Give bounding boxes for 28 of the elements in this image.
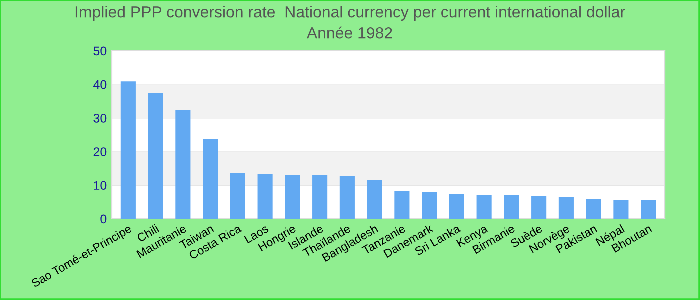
bar	[476, 195, 492, 219]
bar	[641, 200, 656, 219]
bar	[532, 196, 547, 219]
bar	[504, 195, 520, 219]
bar	[176, 110, 191, 219]
bar	[367, 180, 382, 219]
y-tick-label: 50	[94, 46, 107, 56]
y-tick-label: 10	[94, 181, 107, 190]
y-tick-label: 0	[100, 214, 107, 224]
bar	[422, 192, 438, 219]
bar	[203, 139, 218, 219]
bar	[558, 197, 574, 219]
bar	[340, 176, 355, 219]
bar	[258, 174, 273, 219]
bar	[394, 191, 410, 219]
y-tick-label: 20	[94, 148, 107, 156]
chart-title: Implied PPP conversion rate National currency per current international dollar	[76, 6, 626, 21]
bar	[586, 199, 602, 219]
bar	[148, 93, 164, 219]
bar	[614, 200, 629, 219]
bar	[285, 174, 300, 219]
bar	[312, 174, 328, 219]
bar	[449, 194, 464, 219]
bar	[120, 82, 136, 219]
y-tick-label: 40	[94, 80, 107, 90]
y-tick-label: 30	[94, 114, 107, 123]
bar	[230, 172, 246, 219]
chart-subtitle: Année 1982	[306, 26, 392, 39]
